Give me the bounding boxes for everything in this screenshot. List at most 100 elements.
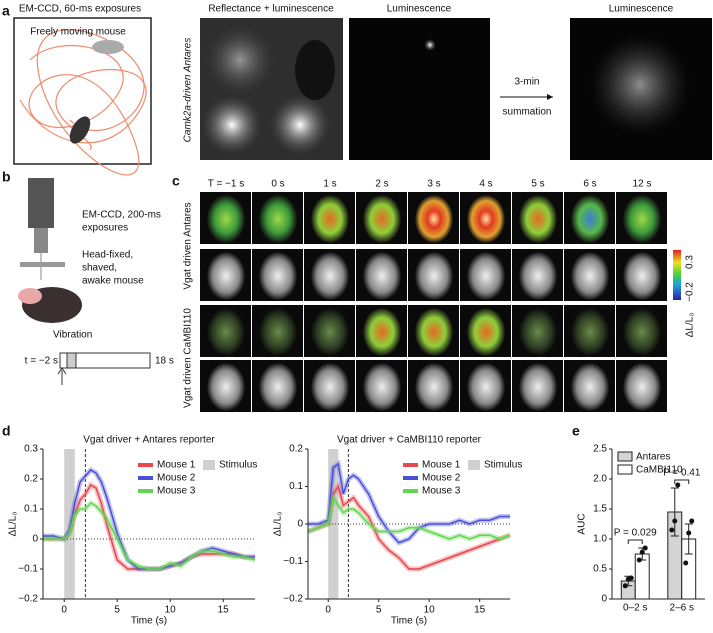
colorbar [673,250,681,300]
legend-swatch [203,460,215,470]
data-point [683,560,689,566]
y-tick-label: 1.5 [593,504,607,515]
y-tick-label: 0 [601,594,607,605]
brain-image [623,308,661,356]
panel-letter: c [172,173,180,189]
brain-image [259,252,297,300]
brain-image [467,195,505,243]
brain-image [311,308,349,356]
brain-image [519,252,557,300]
x-axis-label: Time (s) [391,616,427,627]
mouse-head [18,288,42,304]
brain-image [571,195,609,243]
y-tick-label: 0.1 [289,481,303,492]
image [349,18,490,160]
brain-image [623,252,661,300]
legend-label: Mouse 2 [157,473,196,484]
brain-image [207,363,245,411]
brain-image [311,195,349,243]
x-tick-label: 15 [474,605,486,616]
caption: Vibration [53,330,92,341]
data-point [686,530,692,536]
annotation: P = 0.41 [663,468,701,479]
brain-image [311,363,349,411]
brain-image [311,252,349,300]
chart-title: Vgat driver + CaMBI110 reporter [337,435,482,446]
brain-image [259,195,297,243]
brain-image [415,363,453,411]
colorbar-label: 0.3 [685,255,696,269]
time-label: 3 s [427,179,440,190]
y-tick-label: −0.2 [18,594,38,605]
series-line [43,502,256,570]
caption: EM-CCD, 200-ms [82,210,161,221]
brain-image [415,252,453,300]
camera [28,178,54,228]
y-tick-label: −0.2 [283,594,303,605]
legend-swatch [617,451,633,462]
colorbar-label: −0.2 [685,282,696,302]
timeline-label: t = −2 s [25,356,58,367]
legend-label: Stimulus [219,460,257,471]
brain-image [207,308,245,356]
image-title: Luminescence [609,4,674,15]
series-line [307,495,511,540]
bracket [627,539,643,544]
image-glow [202,95,262,155]
data-point [669,527,675,533]
series-line [307,484,511,570]
caption: Freely moving mouse [30,27,126,38]
brain-image [363,308,401,356]
brain-image [415,308,453,356]
x-tick-label: 10 [165,605,177,616]
data-point [672,518,678,524]
brain-image [467,363,505,411]
y-tick-label: 0.3 [24,444,38,455]
image-glow [270,95,330,155]
image-glow [590,35,690,135]
error-bar [684,523,693,555]
y-tick-label: 0.2 [24,474,38,485]
x-tick-label: 5 [114,605,120,616]
x-tick-label: 2–6 s [670,603,694,614]
panel-letter: e [572,423,580,439]
caption: EM-CCD, 60-ms exposures [19,4,141,15]
brain-image [467,252,505,300]
y-axis-label: ΔL/L₀ [8,512,19,537]
y-tick-label: 1.0 [593,534,607,545]
x-axis-label: Time (s) [131,616,167,627]
caption: exposures [82,223,128,234]
legend-label: Mouse 2 [422,473,461,484]
legend-label: Stimulus [484,460,522,471]
y-tick-label: 0.2 [289,444,303,455]
image-title: Reflectance + luminescence [208,4,334,15]
brain-image [571,363,609,411]
brain-image [259,308,297,356]
x-tick-label: 5 [376,605,382,616]
legend-label: Antares [636,452,670,463]
arrow-head [547,94,553,100]
brain-image [415,195,453,243]
panel-letter: a [2,3,10,19]
data-point [622,583,628,589]
colorbar-title: ΔL/L₀ [685,313,696,338]
start-arrow [57,367,67,385]
caption: shaved, [82,263,117,274]
timeline [59,352,151,369]
error-bar [670,487,679,537]
arrow-label: summation [503,107,552,118]
series-line [308,462,510,544]
y-tick-label: −0.1 [18,564,38,575]
stimulus-band [328,449,339,599]
stimulus-window [66,352,77,369]
mouse-icon [92,40,124,54]
row-label: Vgat driven Antares [183,202,194,289]
y-axis-label: ΔL/L₀ [273,512,284,537]
head-bar [20,262,65,267]
annotation: P = 0.029 [614,528,657,539]
x-tick-label: 0 [325,605,331,616]
x-tick-label: 15 [218,605,230,616]
time-label: 4 s [479,179,492,190]
timeline-label: 18 s [155,356,174,367]
